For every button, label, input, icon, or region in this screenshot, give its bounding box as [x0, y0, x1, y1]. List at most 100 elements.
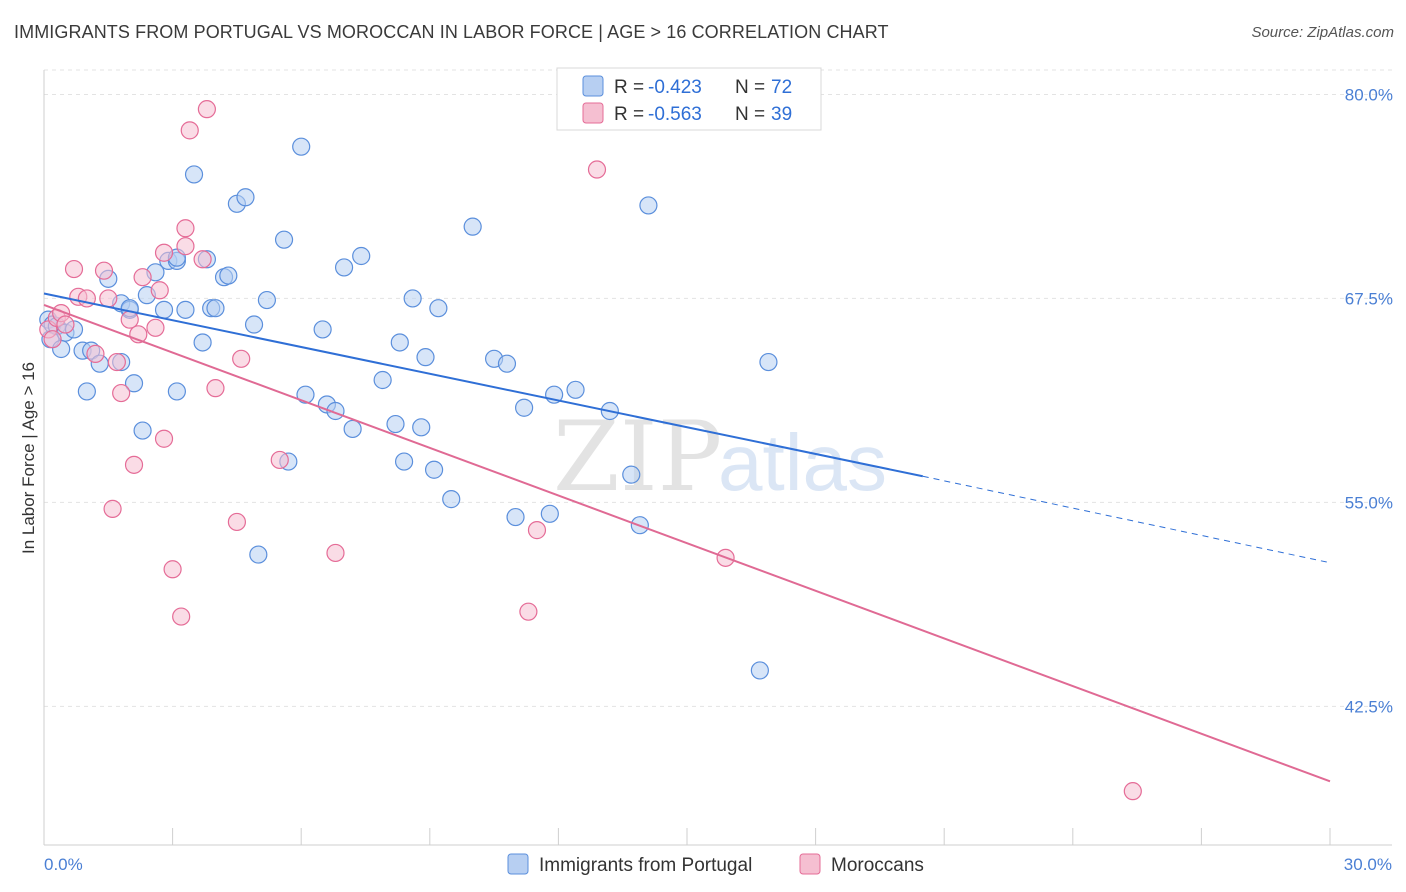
portugal-point: [497, 354, 517, 373]
watermark-zip: ZIP: [553, 401, 722, 513]
moroccans-point: [176, 237, 195, 256]
moroccans-point: [193, 250, 212, 269]
portugal-point: [249, 545, 268, 564]
portugal-point: [292, 137, 311, 156]
legend-n-label-portugal: N =: [735, 77, 765, 98]
portugal-point: [639, 196, 658, 215]
trend-line-portugal: [43, 292, 923, 478]
moroccans-point: [112, 383, 131, 403]
portugal-point: [540, 504, 559, 523]
portugal-point: [219, 266, 238, 285]
x-tick-label-max: 30.0%: [1344, 855, 1392, 874]
portugal-point: [124, 374, 144, 393]
portugal-point: [176, 300, 195, 319]
portugal-point: [257, 290, 277, 310]
moroccans-point: [64, 259, 84, 279]
portugal-point: [424, 460, 444, 479]
moroccans-point: [150, 281, 169, 300]
series-moroccans: [39, 100, 1142, 801]
moroccans-point: [176, 219, 195, 238]
moroccans-point: [120, 310, 139, 329]
moroccans-point: [326, 543, 345, 563]
legend-swatch-portugal: [582, 75, 604, 97]
portugal-point: [206, 299, 225, 318]
moroccans-point: [146, 318, 165, 337]
moroccans-point: [154, 243, 174, 262]
portugal-point: [506, 507, 525, 527]
y-axis-title: In Labor Force | Age > 16: [19, 362, 38, 554]
bottom-legend-swatch-moroccans: [799, 853, 821, 875]
moroccans-point: [99, 289, 118, 308]
portugal-point: [167, 382, 186, 401]
y-tick-labels: 42.5% 55.0% 67.5% 80.0%: [1345, 85, 1393, 716]
portugal-point: [622, 465, 641, 484]
portugal-point: [244, 315, 264, 334]
portugal-point: [352, 246, 371, 266]
portugal-point: [274, 230, 294, 249]
watermark-atlas: atlas: [718, 418, 887, 507]
portugal-point: [313, 320, 332, 339]
portugal-point: [334, 258, 354, 277]
portugal-point: [193, 333, 212, 352]
moroccans-point: [1123, 782, 1142, 801]
y-tick-label: 80.0%: [1345, 85, 1393, 104]
portugal-point: [750, 661, 769, 680]
moroccans-point: [43, 330, 62, 349]
portugal-point: [394, 452, 414, 471]
portugal-point: [184, 165, 204, 184]
portugal-point: [463, 217, 482, 236]
x-tick-label-min: 0.0%: [44, 855, 83, 874]
bottom-legend: Immigrants from Portugal Moroccans: [507, 853, 924, 876]
portugal-point: [412, 418, 431, 437]
portugal-point: [77, 382, 96, 401]
moroccans-point: [227, 512, 246, 532]
legend-r-value-moroccans: -0.563: [648, 104, 702, 125]
moroccans-point: [86, 344, 105, 363]
x-ticks: [43, 828, 1331, 845]
portugal-point: [236, 188, 255, 207]
moroccans-point: [103, 499, 122, 518]
y-tick-label: 42.5%: [1345, 697, 1393, 716]
legend-r-label-portugal: R =: [614, 77, 644, 98]
portugal-point: [343, 419, 362, 439]
y-tick-label: 67.5%: [1345, 289, 1393, 308]
portugal-point: [386, 414, 405, 434]
bottom-legend-label-portugal: Immigrants from Portugal: [539, 855, 752, 876]
watermark: ZIP atlas: [553, 401, 887, 513]
moroccans-point: [587, 160, 607, 179]
portugal-point: [566, 380, 585, 399]
legend-n-value-portugal: 72: [771, 77, 792, 98]
legend: R = -0.423 N = 72 R = -0.563 N = 39: [556, 67, 822, 131]
trend-line-moroccans: [43, 304, 1331, 783]
legend-r-label-moroccans: R =: [614, 104, 644, 125]
moroccans-point: [232, 349, 251, 368]
moroccans-point: [172, 607, 191, 626]
y-tick-label: 55.0%: [1345, 493, 1393, 512]
portugal-point: [759, 352, 778, 372]
bottom-legend-swatch-portugal: [507, 853, 529, 875]
moroccans-point: [133, 268, 152, 287]
axes: [43, 70, 1392, 846]
moroccans-point: [527, 521, 547, 540]
gridlines: [44, 69, 1392, 707]
portugal-point: [296, 385, 315, 404]
series-immigrants-from-portugal: [39, 137, 778, 680]
moroccans-point: [206, 379, 225, 398]
moroccans-point: [107, 352, 126, 372]
portugal-point: [403, 289, 422, 308]
chart-title: IMMIGRANTS FROM PORTUGAL VS MOROCCAN IN …: [14, 22, 889, 42]
legend-n-label-moroccans: N =: [735, 104, 765, 125]
portugal-point: [442, 490, 461, 509]
legend-r-value-portugal: -0.423: [648, 77, 702, 98]
moroccans-point: [163, 560, 182, 579]
legend-swatch-moroccans: [582, 102, 604, 124]
legend-n-value-moroccans: 39: [771, 104, 792, 125]
bottom-legend-label-moroccans: Moroccans: [831, 855, 924, 876]
portugal-point: [416, 348, 435, 367]
moroccans-point: [519, 602, 538, 621]
moroccans-point: [154, 429, 174, 448]
portugal-point: [429, 299, 448, 318]
portugal-point: [154, 300, 174, 319]
moroccans-point: [270, 450, 289, 470]
